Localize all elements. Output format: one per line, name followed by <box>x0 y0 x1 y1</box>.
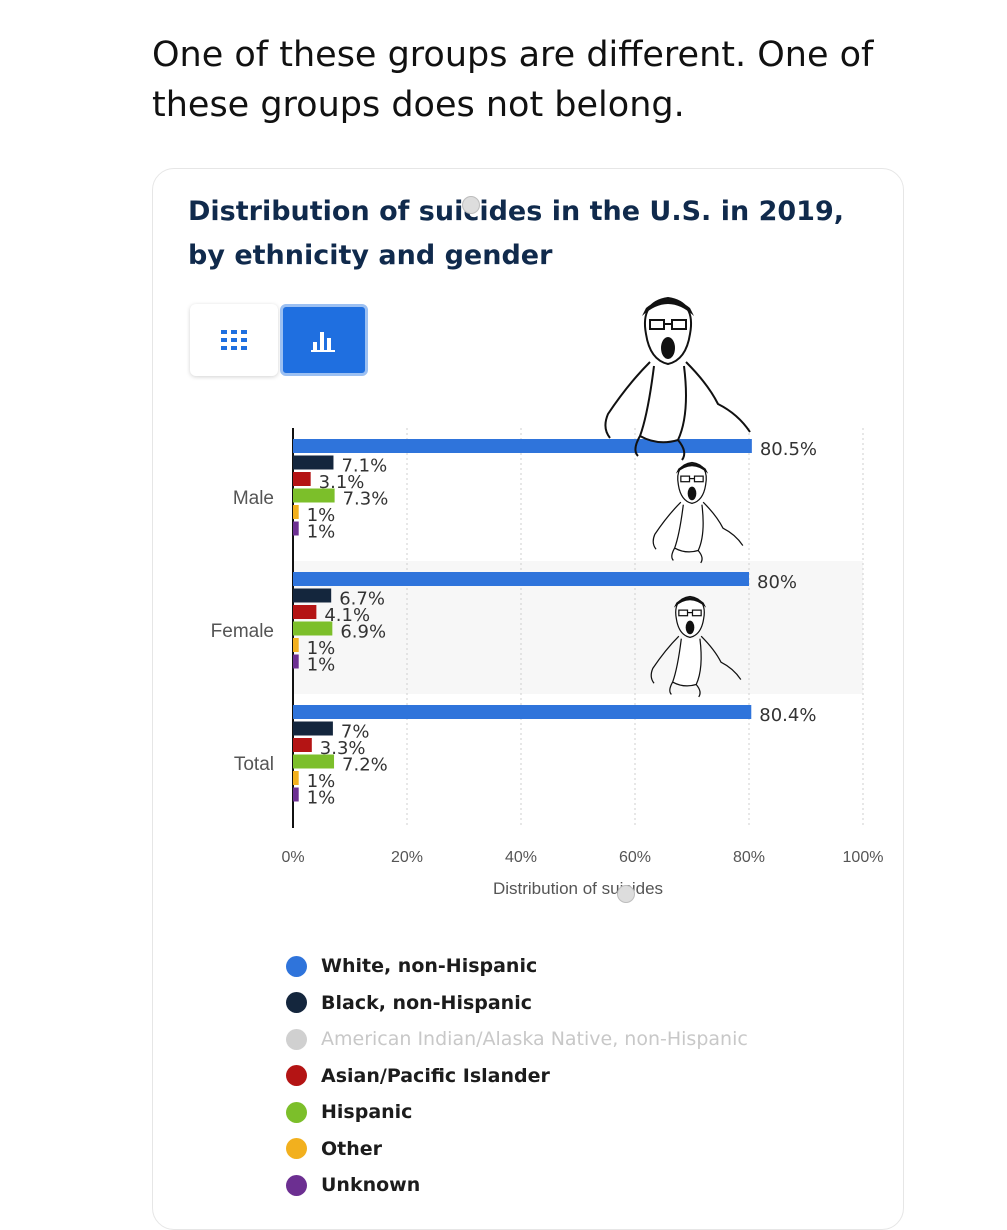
bar <box>293 787 299 802</box>
data-label: 1% <box>307 788 336 809</box>
data-label: 1% <box>307 771 336 792</box>
data-label: 1% <box>307 655 336 676</box>
bar <box>293 638 299 652</box>
legend-item[interactable]: Other <box>286 1131 748 1168</box>
bar-chart-icon <box>311 332 335 352</box>
legend-item[interactable]: Black, non-Hispanic <box>286 985 748 1022</box>
legend-label: Other <box>321 1137 383 1160</box>
category-label: Total <box>234 754 274 775</box>
legend-label: Unknown <box>321 1174 421 1197</box>
scroll-indicator-dot <box>462 196 480 214</box>
data-label: 6.9% <box>340 622 386 643</box>
bar <box>293 488 335 503</box>
legend-swatch <box>286 992 307 1014</box>
bar <box>293 621 333 636</box>
scroll-indicator-dot <box>617 885 635 903</box>
data-label: 7.3% <box>343 489 389 510</box>
x-tick-label: 0% <box>281 849 304 866</box>
bar <box>293 455 334 470</box>
legend-swatch <box>286 1101 307 1123</box>
x-tick-label: 80% <box>733 849 765 866</box>
grid-icon <box>221 330 247 350</box>
legend-item[interactable]: Hispanic <box>286 1094 748 1131</box>
x-tick-label: 20% <box>391 849 423 866</box>
data-label: 3.1% <box>319 472 365 493</box>
x-tick-label: 40% <box>505 849 537 866</box>
legend-swatch <box>286 1028 307 1050</box>
legend-swatch <box>286 955 307 977</box>
data-label: 1% <box>307 522 336 543</box>
bar <box>293 771 299 785</box>
bar <box>293 521 299 536</box>
bar <box>293 721 333 736</box>
bar <box>293 605 317 619</box>
data-label: 7.2% <box>342 755 388 776</box>
bar-chart: 0% 20% 40% 60% 80% 100% Distribution of suicid… <box>211 296 884 898</box>
chart-legend: White, non-Hispanic Black, non-Hispanic Am… <box>286 948 748 1204</box>
bar <box>293 505 299 519</box>
chart-view-button[interactable] <box>280 304 368 376</box>
wojak-meme-figure <box>604 296 751 461</box>
data-label: 3.3% <box>320 738 366 759</box>
bar <box>293 654 299 669</box>
bar <box>293 738 312 752</box>
chart-title: Distribution of suicides in the U.S. in … <box>188 196 844 271</box>
bar <box>293 705 752 719</box>
bar <box>293 754 335 769</box>
data-label: 1% <box>307 638 336 659</box>
data-label: 80.5% <box>760 439 817 460</box>
legend-item[interactable]: Asian/Pacific Islander <box>286 1058 748 1095</box>
legend-label: White, non-Hispanic <box>321 955 538 978</box>
legend-label: American Indian/Alaska Native, non-Hispa… <box>321 1028 748 1051</box>
legend-swatch <box>286 1174 307 1196</box>
bar <box>293 572 749 586</box>
data-label: 80% <box>757 572 797 593</box>
x-axis-label: Distribution of suicides <box>493 879 663 898</box>
legend-item[interactable]: White, non-Hispanic <box>286 948 748 985</box>
data-label: 1% <box>307 505 336 526</box>
bar <box>293 472 311 486</box>
legend-item[interactable]: American Indian/Alaska Native, non-Hispa… <box>286 1021 748 1058</box>
data-label: 4.1% <box>324 605 370 626</box>
category-label: Female <box>211 621 274 642</box>
wojak-meme-figure <box>652 461 744 564</box>
legend-swatch <box>286 1138 307 1160</box>
legend-label: Asian/Pacific Islander <box>321 1064 550 1087</box>
data-label: 6.7% <box>339 589 385 610</box>
data-label: 7.1% <box>341 456 387 477</box>
legend-label: Hispanic <box>321 1101 413 1124</box>
bar <box>293 588 332 603</box>
data-label: 80.4% <box>759 705 816 726</box>
wojak-meme-figure <box>650 595 742 698</box>
table-view-button[interactable] <box>190 304 278 376</box>
legend-swatch <box>286 1065 307 1087</box>
x-tick-label: 100% <box>843 849 884 866</box>
legend-item[interactable]: Unknown <box>286 1167 748 1204</box>
x-tick-label: 60% <box>619 849 651 866</box>
post-text: One of these groups are different. One o… <box>152 35 874 125</box>
category-label: Male <box>233 488 274 509</box>
legend-label: Black, non-Hispanic <box>321 991 532 1014</box>
data-label: 7% <box>341 722 370 743</box>
